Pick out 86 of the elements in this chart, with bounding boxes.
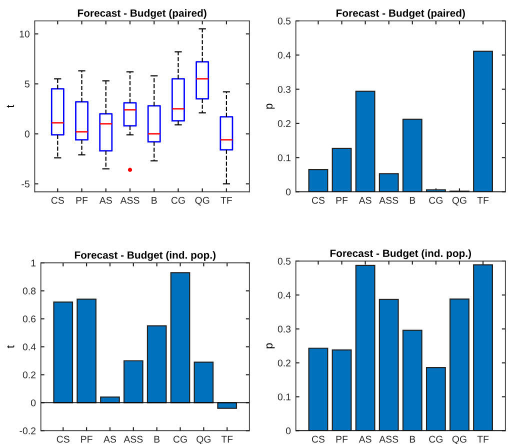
x-tick-label: B <box>410 197 416 204</box>
x-tick-label: QG <box>452 436 466 444</box>
x-tick-label: CG <box>429 436 442 443</box>
y-tick-label: 1 <box>31 260 36 266</box>
bar <box>308 169 328 192</box>
x-tick-label: CG <box>173 436 187 443</box>
y-tick-label: 0 <box>24 130 30 138</box>
chart-title: Forecast - Budget (ind. pop.) <box>74 251 216 261</box>
y-tick-label: 0 <box>286 427 291 434</box>
y-tick-label: 0.2 <box>278 360 291 366</box>
bar <box>355 90 376 192</box>
x-tick-label: QG <box>195 196 210 206</box>
y-tick-label: 0.6 <box>22 316 36 322</box>
y-tick-label: 0.3 <box>278 326 291 333</box>
bar <box>53 301 74 404</box>
chart-title: Forecast - Budget (paired) <box>336 9 465 19</box>
y-axis-title: p <box>266 343 275 348</box>
y-axis-title: p <box>266 104 275 109</box>
bar <box>450 298 470 431</box>
x-tick-label: AS <box>358 436 372 443</box>
y-tick-label: 0.5 <box>278 18 291 24</box>
y-tick-label: 0.4 <box>278 52 291 59</box>
bar <box>100 396 120 404</box>
bar <box>426 189 446 192</box>
y-tick-label: 0.1 <box>278 154 291 162</box>
y-tick-label: 0.4 <box>278 292 291 299</box>
bar <box>355 264 376 431</box>
bar <box>402 330 422 431</box>
x-tick-label: QG <box>452 196 466 206</box>
x-tick-label: CS <box>312 436 325 443</box>
bar <box>378 298 399 431</box>
x-tick-label: PF <box>81 436 92 443</box>
y-axis-title: t <box>6 104 14 108</box>
bar <box>473 264 493 431</box>
x-tick-label: B <box>154 436 160 443</box>
chart-title: Forecast - Budget (paired) <box>78 9 206 19</box>
x-tick-label: PF <box>76 197 88 204</box>
bar <box>146 325 167 404</box>
x-tick-label: PF <box>336 197 348 204</box>
y-tick-label: 0.5 <box>278 258 291 265</box>
x-tick-label: CS <box>312 196 325 204</box>
bar <box>217 402 238 409</box>
y-tick-label: 0.2 <box>278 120 291 128</box>
y-tick-label: -5 <box>22 180 30 188</box>
bar <box>76 298 96 404</box>
y-tick-label: 0.4 <box>22 344 36 350</box>
x-tick-label: B <box>152 197 157 204</box>
x-tick-label: TF <box>477 197 489 204</box>
y-tick-label: 0 <box>286 188 291 196</box>
x-tick-label: TF <box>221 436 233 443</box>
x-tick-label: CS <box>56 436 70 443</box>
bar <box>332 148 352 192</box>
x-tick-label: TF <box>220 197 232 204</box>
x-tick-label: QG <box>196 436 211 444</box>
bar <box>426 367 446 431</box>
x-tick-label: AS <box>99 196 112 204</box>
x-tick-label: ASS <box>379 196 398 204</box>
y-tick-label: 0.8 <box>22 288 36 294</box>
y-tick-label: -0.2 <box>20 427 36 434</box>
y-tick-label: 0 <box>30 399 36 406</box>
y-tick-label: 0.1 <box>278 393 291 400</box>
bar <box>332 349 352 431</box>
bar <box>123 360 144 404</box>
x-tick-label: ASS <box>379 436 398 443</box>
x-tick-label: AS <box>104 436 116 443</box>
x-tick-label: CS <box>51 196 64 204</box>
x-tick-label: ASS <box>124 436 143 443</box>
y-tick-label: 5 <box>24 80 30 88</box>
chart-title: Forecast - Budget (ind. pop.) <box>330 249 471 260</box>
bar <box>473 50 493 192</box>
y-tick-label: 0.2 <box>22 371 36 378</box>
x-tick-label: ASS <box>120 196 140 204</box>
y-axis-title: t <box>7 345 14 348</box>
bar <box>402 118 422 192</box>
x-tick-label: CG <box>171 196 185 204</box>
bar <box>378 173 399 192</box>
bar <box>308 348 328 431</box>
bar <box>170 272 190 404</box>
x-tick-label: CG <box>429 196 442 204</box>
x-tick-label: PF <box>336 436 348 443</box>
y-tick-label: 10 <box>20 30 30 38</box>
y-tick-label: 0.3 <box>278 86 291 93</box>
x-tick-label: AS <box>358 196 372 204</box>
bar <box>194 362 214 404</box>
x-tick-label: TF <box>477 436 489 443</box>
x-tick-label: B <box>410 436 416 443</box>
